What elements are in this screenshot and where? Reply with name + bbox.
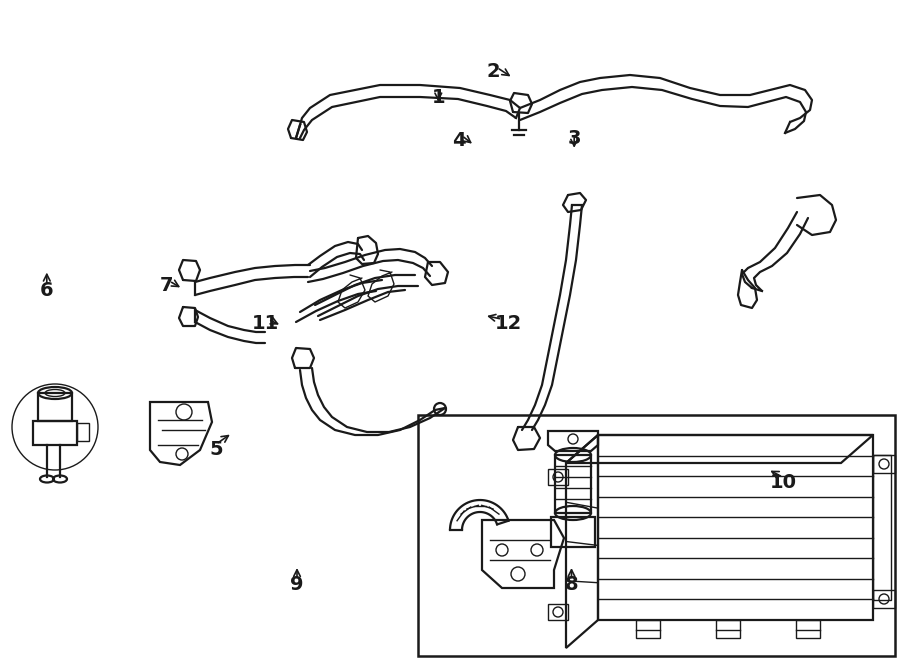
- Text: 8: 8: [564, 576, 579, 594]
- Bar: [38, 393, 72, 421]
- Bar: [716, 620, 740, 638]
- Text: 6: 6: [40, 282, 54, 300]
- Bar: [873, 455, 895, 473]
- Bar: [548, 604, 568, 620]
- Bar: [873, 455, 891, 600]
- Text: 10: 10: [770, 473, 796, 492]
- Bar: [551, 517, 595, 547]
- Bar: [77, 423, 89, 441]
- Text: 2: 2: [486, 62, 500, 81]
- Text: 12: 12: [495, 315, 522, 333]
- Bar: [598, 435, 873, 620]
- Bar: [33, 421, 77, 445]
- Bar: [873, 590, 895, 608]
- Text: 11: 11: [252, 315, 279, 333]
- Bar: [555, 455, 591, 513]
- Text: 3: 3: [568, 130, 581, 148]
- Bar: [636, 620, 660, 638]
- Bar: [548, 469, 568, 485]
- Text: 9: 9: [290, 576, 304, 594]
- Text: 5: 5: [209, 440, 223, 459]
- Text: 1: 1: [431, 89, 446, 107]
- Text: 7: 7: [160, 276, 173, 295]
- Bar: [418, 415, 895, 656]
- Bar: [796, 620, 820, 638]
- Text: 4: 4: [452, 131, 466, 149]
